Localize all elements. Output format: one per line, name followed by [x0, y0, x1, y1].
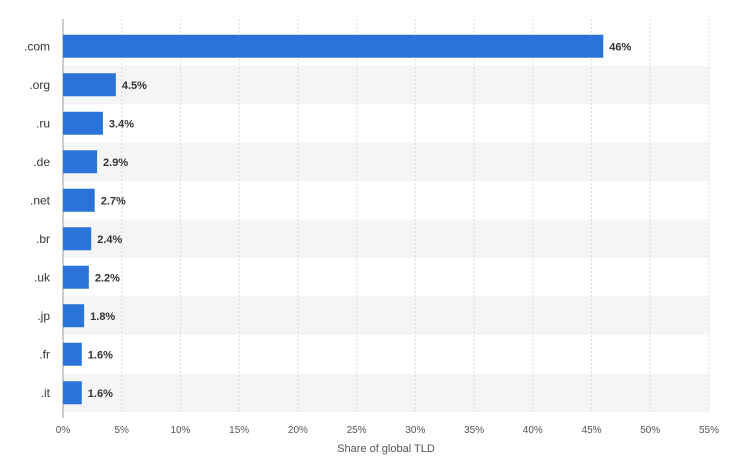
- bar: [63, 111, 103, 135]
- category-label: .org: [29, 78, 50, 92]
- x-tick-label: 15%: [229, 425, 249, 436]
- category-labels: .com .org .ru .de .net .br .uk .jp .fr .it: [24, 39, 51, 400]
- row-stripe: [63, 373, 709, 412]
- bar: [63, 188, 95, 212]
- value-label: 1.6%: [88, 388, 113, 400]
- x-tick-label: 40%: [523, 425, 543, 436]
- x-tick-label: 35%: [464, 425, 484, 436]
- row-stripe: [63, 65, 709, 104]
- value-label: 2.9%: [103, 157, 128, 169]
- x-tick-label: 45%: [582, 425, 602, 436]
- x-tick-label: 20%: [288, 425, 308, 436]
- value-labels: 46% 4.5% 3.4% 2.9% 2.7% 2.4% 2.2% 1.8% 1.6% 1.6%: [88, 41, 632, 400]
- bar: [63, 265, 89, 289]
- value-label: 46%: [609, 41, 631, 53]
- category-label: .de: [33, 155, 50, 169]
- x-tick-label: 50%: [640, 425, 660, 436]
- x-tick-label: 5%: [115, 425, 130, 436]
- x-tick-label: 10%: [170, 425, 190, 436]
- bar: [63, 342, 82, 366]
- bar: [63, 227, 92, 251]
- bar: [63, 150, 98, 174]
- bars: [63, 34, 604, 405]
- value-label: 2.2%: [95, 272, 120, 284]
- category-label: .ru: [36, 116, 50, 130]
- x-tick-labels: 0% 5% 10% 15% 20% 25% 30% 35% 40% 45% 50% 55%: [56, 425, 719, 436]
- x-tick-label: 55%: [699, 425, 719, 436]
- bar: [63, 381, 82, 405]
- category-label: .jp: [37, 309, 50, 323]
- x-tick-label: 0%: [56, 425, 71, 436]
- bar: [63, 304, 85, 328]
- x-tick-label: 30%: [405, 425, 425, 436]
- category-label: .net: [30, 193, 51, 207]
- value-label: 1.6%: [88, 349, 113, 361]
- gridlines: [62, 19, 710, 418]
- row-stripe: [63, 142, 709, 181]
- row-stripe: [63, 296, 709, 335]
- value-label: 1.8%: [90, 311, 115, 323]
- row-stripes: [63, 65, 709, 412]
- category-label: .it: [41, 386, 51, 400]
- row-stripe: [63, 219, 709, 258]
- category-label: .uk: [34, 270, 51, 284]
- category-label: .com: [24, 39, 50, 53]
- bar: [63, 73, 116, 97]
- x-tick-label: 25%: [347, 425, 367, 436]
- value-label: 2.4%: [97, 234, 122, 246]
- x-axis-title: Share of global TLD: [337, 443, 435, 455]
- category-label: .fr: [39, 347, 50, 361]
- value-label: 3.4%: [109, 118, 134, 130]
- value-label: 2.7%: [101, 195, 126, 207]
- bar: [63, 34, 604, 58]
- value-label: 4.5%: [122, 80, 147, 92]
- category-label: .br: [36, 232, 50, 246]
